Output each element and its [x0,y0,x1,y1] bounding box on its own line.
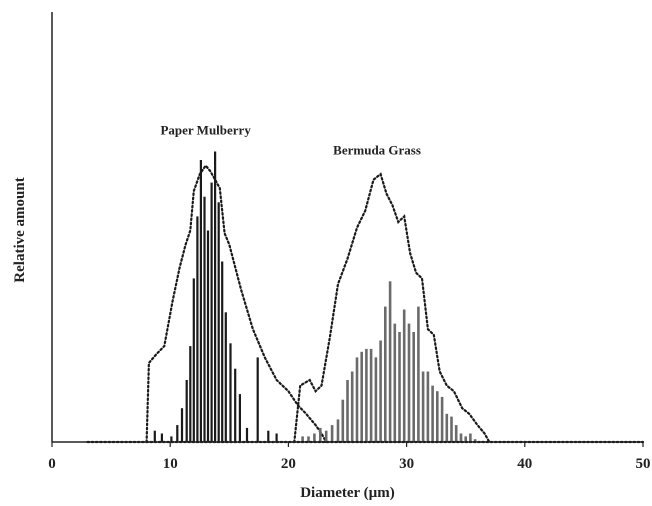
x-tick-label: 20 [281,456,296,472]
plot-area [86,151,645,444]
paper-mulberry-bar [275,433,278,442]
paper-mulberry-bar [170,436,173,442]
x-axis-ticks: 0 10 20 30 40 50 [48,442,651,472]
bermuda-grass-bar [324,430,328,442]
y-axis-title: Relative amount [12,177,28,282]
bermuda-grass-bar [426,371,430,442]
bermuda-grass-bar [445,413,449,442]
bermuda-grass-bar [319,427,322,442]
paper-mulberry-bar [180,408,184,442]
bermuda-grass-bar [374,357,378,442]
paper-mulberry-bar [221,261,224,442]
x-tick-label: 50 [636,456,651,472]
paper-mulberry-distribution-line [145,163,328,444]
paper-mulberry-bar [217,202,220,442]
paper-mulberry-bar [245,427,249,442]
series-label: Paper Mulberry [160,123,251,138]
bermuda-grass-bar [341,399,345,442]
bermuda-grass-bar [417,306,420,442]
bermuda-grass-bar [360,351,363,442]
series-labels: Paper Mulberry Bermuda Grass [160,123,420,158]
bermuda-grass-bar [402,309,406,442]
bermuda-grass-bar [431,385,434,442]
paper-mulberry-bar [210,182,213,442]
paper-mulberry-bar [203,196,206,442]
bermuda-grass-bar [346,380,349,442]
paper-mulberry-bar [192,278,195,442]
x-tick-label: 40 [517,456,532,472]
bermuda-grass-bar [307,436,310,442]
bermuda-grass-bar [369,348,373,442]
paper-mulberry-bar [206,230,210,442]
x-axis-title: Diameter (µm) [300,485,395,501]
bermuda-grass-bar [450,416,453,442]
bermuda-grass-bar [393,323,397,442]
bermuda-grass-bar [421,371,425,442]
paper-mulberry-bar [229,343,232,442]
bermuda-grass-bar [350,371,354,442]
paper-mulberry-bar [160,433,163,442]
paper-mulberry-bar [199,160,202,442]
bermuda-grass-bar [464,436,467,442]
paper-mulberry-bar [185,380,188,442]
bermuda-grass-bar [459,433,463,442]
bermuda-grass-bar [436,391,439,442]
paper-mulberry-bar [189,346,192,442]
paper-mulberry-bar [176,425,179,442]
paper-mulberry-bar [196,216,199,442]
bermuda-grass-bar [469,433,472,442]
x-tick-label: 10 [163,456,178,472]
paper-mulberry-bar [234,368,237,442]
bermuda-grass-bar [473,439,477,442]
paper-mulberry-bar [267,430,270,442]
bermuda-grass-bar [398,332,401,442]
bermuda-grass-bar [440,396,444,442]
series-label: Bermuda Grass [333,142,421,157]
bermuda-grass-bar [407,323,411,442]
bermuda-grass-distribution-line [293,172,491,444]
bermuda-grass-bar [301,436,304,442]
bermuda-grass-bar [336,419,340,442]
bermuda-grass-bar [355,357,359,442]
bermuda-grass-bar [384,306,387,442]
paper-mulberry-bar [214,151,217,442]
bermuda-grass-bar [313,433,316,442]
paper-mulberry-bar [238,394,241,442]
bermuda-grass-bar [454,425,458,442]
x-tick-label: 0 [48,456,56,472]
paper-mulberry-bar [256,357,259,442]
paper-mulberry-bar [224,312,227,442]
x-tick-label: 30 [399,456,414,472]
paper-mulberry-bar [153,430,156,442]
bermuda-grass-bar [379,340,382,442]
bermuda-grass-bar [388,281,392,442]
bermuda-grass-bar [365,348,368,442]
bermuda-grass-bar [330,425,334,442]
bermuda-grass-bar [412,332,415,442]
